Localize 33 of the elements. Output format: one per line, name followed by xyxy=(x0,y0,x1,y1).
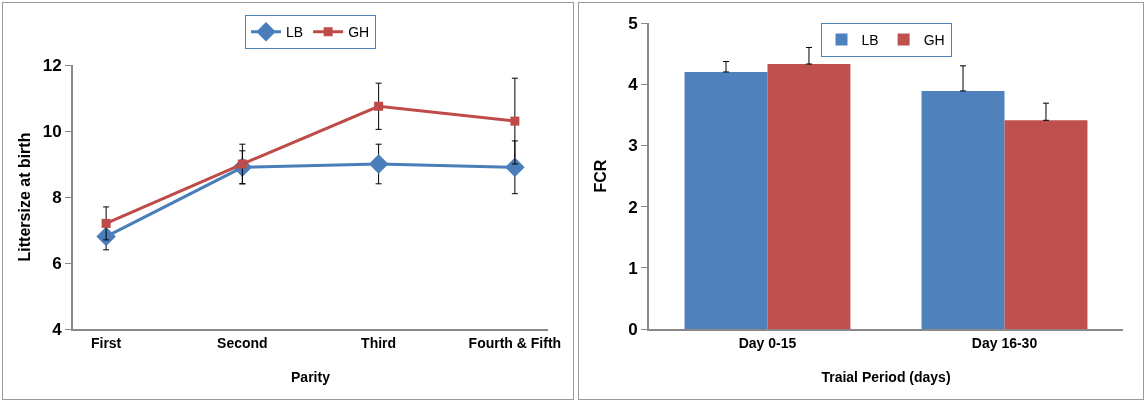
legend-label: LB xyxy=(286,24,304,41)
point xyxy=(510,116,520,126)
legend-label: GH xyxy=(348,24,370,41)
y-tick-label: 4 xyxy=(628,75,639,95)
point xyxy=(101,218,111,228)
x-tick-label: Second xyxy=(217,334,268,351)
y-axis-title: FCR xyxy=(592,159,609,193)
y-tick-label: 2 xyxy=(628,197,638,217)
x-tick-label: First xyxy=(90,334,122,351)
x-tick-label: Day 16-30 xyxy=(971,334,1038,351)
y-tick-label: 10 xyxy=(42,121,62,141)
x-axis-title: Traial Period (days) xyxy=(821,369,951,385)
y-tick-label: 8 xyxy=(52,187,62,207)
y-axis-title: Littersize at birth xyxy=(16,132,33,262)
legend-label: GH xyxy=(923,32,945,49)
point xyxy=(374,101,384,111)
x-tick-label: Day 0-15 xyxy=(738,334,797,351)
bar xyxy=(1004,120,1088,329)
x-tick-label: Third xyxy=(361,334,397,351)
y-tick-label: 4 xyxy=(52,319,63,339)
y-tick-label: 1 xyxy=(628,258,638,278)
y-tick-label: 12 xyxy=(42,55,62,75)
legend-label: LB xyxy=(861,32,879,49)
x-tick-label: Fourth & Fifth xyxy=(468,334,562,351)
y-tick-label: 6 xyxy=(52,253,62,273)
bar xyxy=(684,71,768,329)
bar xyxy=(921,90,1005,329)
bar xyxy=(767,64,851,329)
y-tick-label: 0 xyxy=(628,319,638,339)
point xyxy=(368,154,389,174)
x-axis-title: Parity xyxy=(291,369,331,385)
y-tick-label: 3 xyxy=(628,136,638,156)
y-tick-label: 5 xyxy=(628,13,638,33)
